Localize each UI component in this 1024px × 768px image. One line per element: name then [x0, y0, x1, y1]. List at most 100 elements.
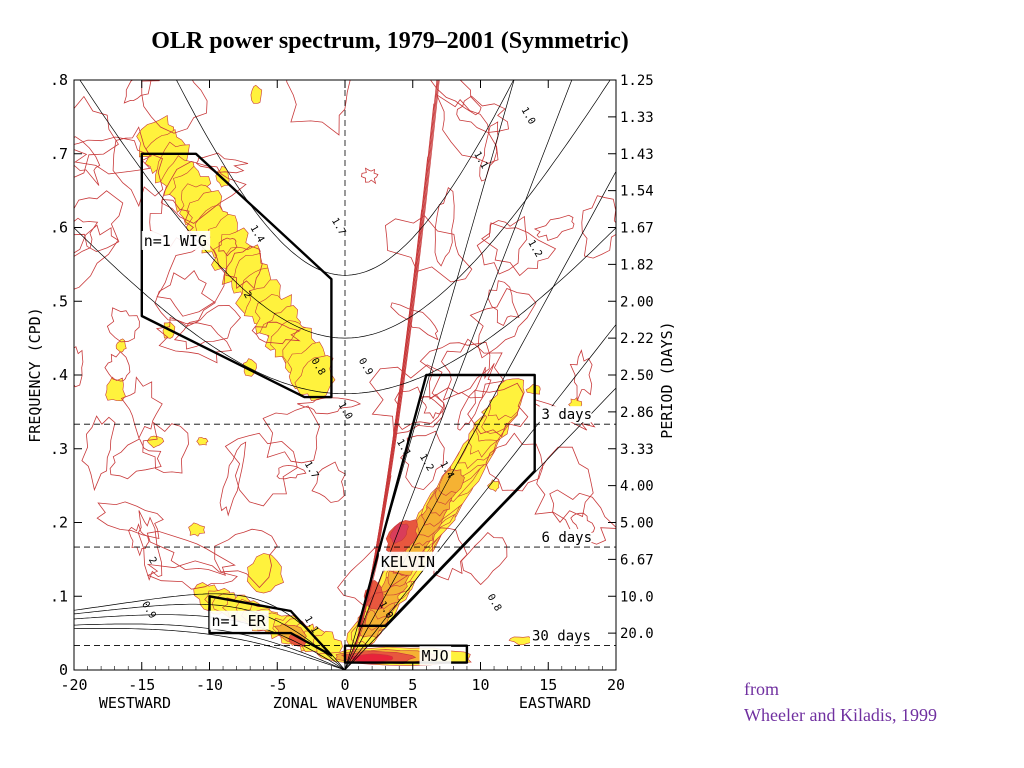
contour-line: [434, 187, 455, 267]
power-fill: [196, 437, 209, 446]
period-tick-label: 1.43: [620, 147, 654, 163]
contour-line: [337, 547, 409, 607]
contour-line: [173, 305, 242, 350]
contour-line: [286, 80, 351, 136]
y-axis-label: FREQUENCY (CPD): [26, 307, 44, 442]
x-tick-label: -5: [268, 676, 286, 694]
contour-line: [142, 421, 189, 474]
period-tick-label: 1.67: [620, 221, 654, 237]
contour-line: [461, 532, 508, 586]
contour-line: [154, 270, 216, 327]
contour-line: [361, 167, 379, 185]
contour-line: [456, 95, 509, 133]
region-label-bg: [419, 646, 452, 666]
power-fill: [508, 636, 533, 646]
contour-line: [160, 160, 247, 224]
y-tick-label: .6: [50, 219, 68, 237]
contour-line: [112, 126, 164, 208]
reference-label: 30 days: [532, 628, 591, 644]
reference-label: 6 days: [541, 530, 592, 546]
contour-line: [262, 405, 320, 464]
contour-line: [74, 190, 124, 253]
contour-line: [225, 245, 263, 290]
x-tick-label: 5: [408, 676, 417, 694]
power-fill: [105, 376, 126, 402]
reference-label: 3 days: [541, 407, 592, 423]
power-contours: 1.01.11.21.4 1.720.8 0.91.01.11.2 1.41.720.…: [74, 80, 616, 663]
contour-label: 1.2: [417, 452, 436, 473]
contour-line: [74, 95, 119, 178]
contour-line: [81, 415, 116, 492]
period-tick-label: 10.0: [620, 589, 654, 605]
period-tick-label: 6.67: [620, 552, 654, 568]
period-tick-label: 1.33: [620, 110, 654, 126]
contour-line: [96, 501, 164, 540]
er-curve: [74, 593, 346, 670]
kelvin-curve: [344, 324, 616, 670]
contour-line: [146, 560, 238, 590]
y-tick-label: .3: [50, 440, 68, 458]
axes: -20 -15 -10 -5 0 5 10 15 200.1.2.3.4.5.6.7.8 1.25…: [26, 71, 676, 712]
period-tick-label: 20.0: [620, 626, 654, 642]
power-fill: [389, 523, 409, 544]
credit-line1: from: [744, 679, 779, 699]
contour-label: 0.9: [356, 356, 375, 377]
contour-line: [146, 530, 236, 576]
contour-line: [137, 510, 163, 581]
contour-line: [123, 80, 152, 104]
er-curve: [74, 628, 346, 670]
contour-line: [74, 346, 84, 388]
x-tick-label: 10: [471, 676, 489, 694]
reference-lines: 3 days 6 days 30 days: [74, 80, 616, 670]
y-tick-label: 0: [59, 661, 68, 679]
period-tick-label: 2.86: [620, 405, 654, 421]
y-tick-label: .8: [50, 71, 68, 89]
contour-line: [74, 224, 119, 290]
contour-line: [224, 432, 298, 507]
contour-line: [109, 438, 162, 480]
period-tick-label: 3.33: [620, 442, 654, 458]
kelvin-curve: [344, 387, 616, 670]
contour-line: [104, 351, 131, 382]
power-fill: [115, 338, 127, 353]
region-label-bg: [141, 230, 211, 250]
region-label: MJO: [422, 647, 449, 665]
contour-line: [251, 321, 301, 345]
period-tick-label: 1.54: [620, 184, 654, 200]
power-fill: [487, 479, 500, 492]
contour-line: [214, 528, 278, 589]
contour-label: 1.0: [519, 106, 538, 127]
contour-line: [219, 441, 247, 517]
y-right-axis-label: PERIOD (DAYS): [658, 321, 676, 438]
contour-line: [419, 393, 446, 420]
x-tick-label: -15: [128, 676, 155, 694]
y-tick-label: .5: [50, 292, 68, 310]
contour-line: [534, 446, 594, 523]
period-tick-label: 1.82: [620, 257, 654, 273]
reference-label-bg: [529, 627, 590, 644]
power-fill: [146, 435, 165, 449]
contour-line: [74, 217, 99, 257]
contour-line: [155, 316, 233, 364]
region-label: KELVIN: [381, 553, 435, 571]
contour-line: [218, 237, 238, 257]
contour-line: [430, 80, 482, 116]
region-label: n=1 WIG: [144, 232, 207, 250]
contour-line: [481, 222, 557, 277]
power-fill: [294, 355, 336, 402]
region-outline: [357, 373, 536, 627]
power-fill: [487, 378, 525, 421]
region-outline: [140, 152, 333, 399]
contour-line: [469, 287, 537, 359]
contour-line: [419, 341, 491, 400]
contour-line: [369, 364, 445, 435]
contour-line: [276, 464, 307, 480]
contour-line: [390, 302, 439, 341]
x-tick-label: -20: [60, 676, 87, 694]
contour-line: [120, 376, 163, 440]
period-tick-label: 1.25: [620, 73, 654, 89]
region-label: n=1 ER: [212, 612, 267, 630]
x-tick-label: -10: [196, 676, 223, 694]
contour-line: [487, 280, 520, 327]
westward-label: WESTWARD: [99, 694, 171, 712]
